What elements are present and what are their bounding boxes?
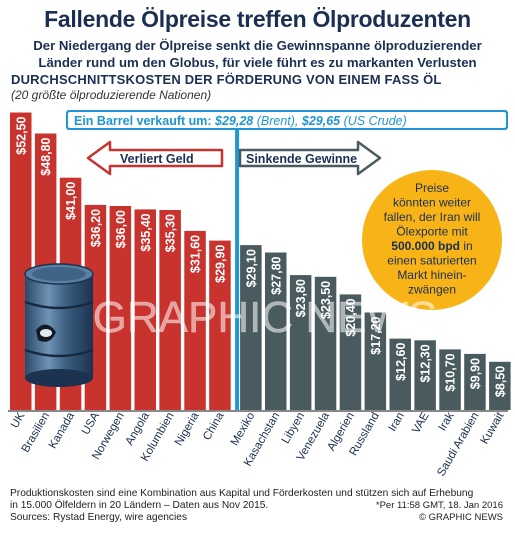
bar-nigeria — [184, 230, 206, 410]
bar-kasachstan — [265, 252, 287, 410]
bar-norwegen — [109, 206, 132, 410]
price-crude-label: (US Crude) — [340, 114, 407, 128]
footer-source: Sources: Rystad Energy, wire agencies — [10, 512, 188, 523]
callout-text: Preise könnten weiter fallen, der Iran wil… — [384, 181, 481, 297]
bar-venezuela — [314, 276, 337, 410]
category-label: Irak — [437, 410, 457, 433]
bar-value-label: $41,00 — [64, 182, 78, 220]
category-label: USA — [80, 410, 102, 437]
bar-value-label: $12,60 — [394, 343, 408, 381]
bar-value-label: $52,50 — [14, 116, 28, 154]
bar-algerien — [339, 294, 362, 410]
category-label: Libyen — [280, 411, 307, 446]
iran-callout: Preise könnten weiter fallen, der Iran wil… — [362, 170, 502, 310]
bar-value-label: $29,90 — [213, 245, 227, 283]
category-label: Kuwait — [479, 410, 507, 447]
category-label: China — [201, 410, 227, 443]
page-title: Fallende Ölpreise treffen Ölproduzenten — [44, 6, 471, 32]
bar-kuwait — [489, 361, 511, 410]
category-label: VAE — [410, 410, 432, 435]
callout-circle — [362, 170, 502, 310]
footer-timestamp: *Per 11:58 GMT, 18. Jan 2016 — [375, 500, 503, 511]
price-brent: $29,28 — [214, 114, 253, 128]
price-banner-text: Ein Barrel verkauft um: $29,28 (Brent), … — [74, 114, 407, 128]
bar-iran — [389, 338, 411, 410]
bar-value-label: $35,30 — [164, 214, 178, 252]
category-label: UK — [9, 410, 28, 430]
bar-value-label: $9,90 — [468, 358, 482, 389]
subtitle-line-1: Der Niedergang der Ölpreise senkt die Ge… — [33, 38, 482, 53]
bar-value-label: $12,30 — [419, 344, 433, 382]
bar-value-label: $48,80 — [39, 137, 53, 175]
bar-value-label: $17,20 — [369, 316, 383, 354]
subtitle-line-2: Länder rund um den Globus, für viele füh… — [38, 55, 477, 70]
bar-angola — [134, 209, 156, 410]
price-banner-inner — [68, 112, 506, 128]
price-brent-label: (Brent), — [253, 114, 302, 128]
bar-value-label: $23,80 — [294, 279, 308, 317]
bar-value-label: $23,50 — [319, 281, 333, 319]
x-axis — [8, 410, 508, 412]
chart-subtitle: (20 größte ölproduzierende Nationen) — [11, 88, 212, 102]
bar-value-label: $10,70 — [444, 353, 458, 391]
bar-vae — [414, 340, 436, 410]
bar-kolumbien — [159, 210, 181, 410]
bar-value-label: $35,40 — [139, 213, 153, 251]
footer-note: Produktionskosten sind eine Kombination … — [10, 488, 473, 512]
bar-value-label: $20,40 — [344, 298, 358, 336]
bar-libyen — [289, 275, 312, 410]
bar-irak — [439, 349, 461, 410]
loss-arrow: Verliert Geld — [86, 140, 224, 176]
price-reference-line — [235, 130, 240, 410]
oil-barrel-icon — [24, 263, 94, 387]
bar-value-label: $31,60 — [189, 235, 203, 273]
category-label: Nigeria — [173, 410, 202, 448]
watermark: GRAPHIC NEWS — [93, 293, 438, 342]
bar-value-label: $27,80 — [269, 256, 283, 294]
bar-mexiko — [240, 245, 262, 410]
loss-arrow-label: Verliert Geld — [120, 152, 194, 166]
bar-value-label: $36,20 — [89, 209, 103, 247]
page-subtitle: Der Niedergang der Ölpreise senkt die Ge… — [0, 37, 515, 71]
category-label: Iran — [387, 411, 407, 434]
bar-value-label: $29,10 — [244, 249, 258, 287]
price-reference: Ein Barrel verkauft um: $29,28 (Brent), … — [66, 110, 508, 410]
bar-china — [209, 240, 231, 410]
bar-saudi-arabien — [464, 353, 486, 410]
profit-arrow-label: Sinkende Gewinne — [246, 152, 357, 166]
profit-arrow: Sinkende Gewinne — [238, 140, 382, 176]
footer-copyright: © GRAPHIC NEWS — [418, 512, 503, 523]
bar-value-label: $36,00 — [114, 210, 128, 248]
price-crude: $29,65 — [301, 114, 341, 128]
price-prefix: Ein Barrel verkauft um: — [74, 114, 215, 128]
footer-note-line-2: in 15.000 Ölfeldern in 20 Ländern – Date… — [10, 500, 269, 511]
bar-russland — [364, 312, 387, 410]
chart-title: DURCHSCHNITTSKOSTEN DER FÖRDERUNG VON EI… — [11, 72, 442, 87]
footer-note-line-1: Produktionskosten sind eine Kombination … — [10, 488, 474, 499]
bar-value-label: $8,50 — [493, 366, 507, 397]
